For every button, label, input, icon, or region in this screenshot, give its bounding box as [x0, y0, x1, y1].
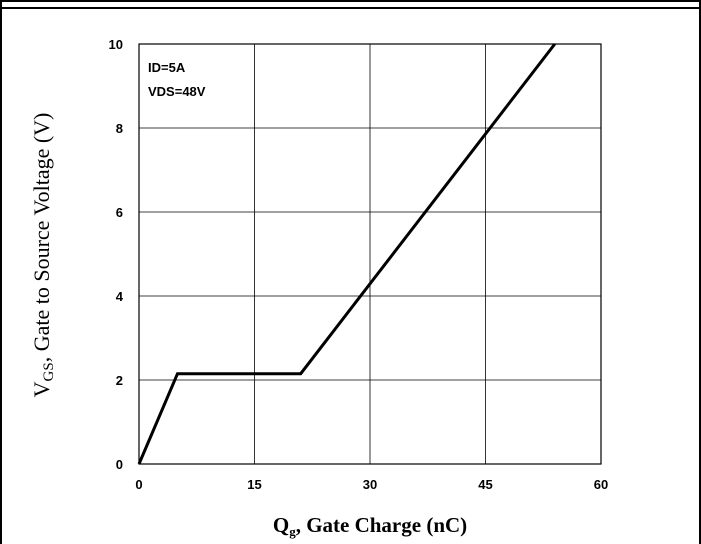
x-tick-label: 15: [247, 477, 261, 492]
x-axis-label-symbol: Q: [273, 513, 289, 537]
y-axis-label-subscript: GS: [41, 362, 57, 381]
top-border-rule-inner: [0, 7, 701, 9]
y-axis-label-rest: , Gate to Source Voltage (V): [29, 113, 54, 363]
tick-labels: 0 15 30 45 60 0 2 4 6 8 10: [109, 37, 609, 492]
x-tick-label: 60: [594, 477, 608, 492]
y-tick-label: 10: [109, 37, 123, 52]
x-axis-label-subscript: g: [289, 524, 296, 539]
annotation-background: [142, 48, 230, 104]
y-tick-label: 0: [116, 457, 123, 472]
gate-charge-curve: [137, 43, 556, 465]
x-tick-label: 30: [363, 477, 377, 492]
annotation-line: VDS=48V: [148, 84, 206, 99]
x-tick-label: 0: [135, 477, 142, 492]
y-tick-label: 8: [116, 121, 123, 136]
annotation-line: ID=5A: [148, 60, 186, 75]
grid-lines: [138, 43, 602, 465]
x-tick-label: 45: [478, 477, 492, 492]
x-axis-label: Qg, Gate Charge (nC): [273, 513, 467, 539]
y-tick-label: 2: [116, 373, 123, 388]
x-axis-label-rest: , Gate Charge (nC): [296, 513, 467, 537]
y-axis-label: VGS, Gate to Source Voltage (V): [29, 113, 57, 398]
y-axis-label-symbol: V: [29, 381, 54, 397]
series-layer: [137, 43, 556, 465]
annotation-box: ID=5A VDS=48V: [142, 48, 230, 104]
plot-area-border: [138, 43, 602, 465]
y-tick-label: 6: [116, 205, 123, 220]
y-tick-label: 4: [116, 289, 124, 304]
top-border-rule: [0, 0, 701, 2]
